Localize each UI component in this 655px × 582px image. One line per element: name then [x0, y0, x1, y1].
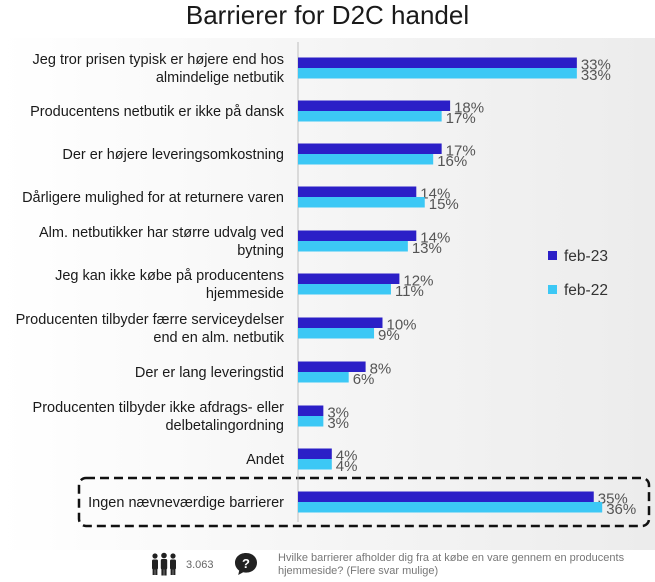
bar-feb-22	[298, 154, 434, 165]
footer: 3.063 ? Hvilke barrierer afholder dig fr…	[0, 550, 655, 582]
data-label-feb-22: 17%	[446, 110, 476, 127]
data-label-feb-23: 14%	[420, 186, 450, 203]
legend-swatch-feb-23	[548, 251, 557, 260]
bar-feb-22	[298, 284, 391, 295]
category-label: Dårligere mulighed for at returnere vare…	[22, 190, 284, 206]
bar-feb-22	[298, 372, 349, 383]
category-label: hjemmeside	[206, 286, 284, 302]
category-label: Der er højere leveringsomkostning	[62, 147, 284, 163]
highlight-box	[77, 476, 651, 528]
data-label-feb-23: 33%	[581, 57, 611, 74]
bar-feb-22	[298, 197, 425, 208]
category-label: Alm. netbutikker har større udvalg ved	[39, 225, 284, 241]
category-label: Andet	[246, 452, 284, 468]
data-label-feb-23: 12%	[403, 273, 433, 290]
bar-feb-23	[298, 100, 451, 111]
category-label: Der er lang leveringstid	[135, 365, 284, 381]
data-label-feb-22: 33%	[581, 67, 611, 84]
data-label-feb-22: 15%	[429, 196, 459, 213]
data-label-feb-22: 4%	[336, 458, 358, 475]
bar-feb-22	[298, 68, 577, 79]
data-label-feb-23: 18%	[454, 100, 484, 117]
bar-chart: Jeg tror prisen typisk er højere end hos…	[16, 42, 651, 528]
data-label-feb-22: 13%	[412, 240, 442, 257]
legend-label-feb-23: feb-23	[564, 248, 608, 265]
category-label: Producenten tilbyder færre serviceydelse…	[16, 312, 285, 328]
question-icon: ?	[235, 553, 257, 575]
bar-feb-23	[298, 230, 417, 241]
bar-feb-22	[298, 241, 408, 252]
data-label-feb-23: 14%	[420, 230, 450, 247]
category-label: Producenten tilbyder ikke afdrags- eller	[33, 400, 285, 416]
bar-feb-23	[298, 317, 383, 328]
bar-feb-23	[298, 273, 400, 284]
category-label: end en alm. netbutik	[153, 330, 284, 346]
data-label-feb-23: 17%	[446, 143, 476, 160]
bar-feb-22	[298, 459, 332, 470]
people-icon	[152, 552, 176, 576]
respondent-count: 3.063	[186, 559, 214, 571]
bar-feb-23	[298, 143, 442, 154]
data-label-feb-22: 36%	[606, 501, 636, 518]
category-label: Jeg tror prisen typisk er højere end hos	[33, 52, 284, 68]
bar-feb-23	[298, 448, 332, 459]
data-label-feb-23: 35%	[598, 491, 628, 508]
bar-feb-22	[298, 111, 442, 122]
category-label: Ingen nævneværdige barrierer	[88, 495, 284, 511]
data-label-feb-23: 10%	[387, 317, 417, 334]
bar-feb-23	[298, 491, 594, 502]
bar-feb-22	[298, 502, 603, 513]
bar-feb-22	[298, 328, 375, 339]
bar-feb-23	[298, 361, 366, 372]
legend-swatch-feb-22	[548, 285, 557, 294]
data-label-feb-23: 4%	[336, 448, 358, 465]
data-label-feb-22: 3%	[327, 415, 349, 432]
bar-feb-23	[298, 186, 417, 197]
data-label-feb-22: 6%	[353, 371, 375, 388]
bar-feb-23	[298, 57, 577, 68]
data-label-feb-22: 9%	[378, 327, 400, 344]
category-label: Jeg kan ikke købe på producentens	[55, 268, 284, 284]
bar-feb-22	[298, 416, 324, 427]
svg-text:?: ?	[242, 556, 250, 571]
category-label: bytning	[237, 243, 284, 259]
data-label-feb-22: 16%	[437, 153, 467, 170]
bar-feb-23	[298, 405, 324, 416]
data-label-feb-22: 11%	[395, 283, 424, 300]
category-label: Producentens netbutik er ikke på dansk	[30, 104, 285, 120]
survey-question: Hvilke barrierer afholder dig fra at køb…	[278, 552, 625, 577]
category-label: almindelige netbutik	[156, 70, 285, 86]
data-label-feb-23: 8%	[370, 361, 392, 378]
data-label-feb-23: 3%	[327, 405, 349, 422]
chart-title: Barrierer for D2C handel	[185, 0, 470, 30]
category-label: delbetalingordning	[165, 418, 284, 434]
legend-label-feb-22: feb-22	[564, 282, 608, 299]
